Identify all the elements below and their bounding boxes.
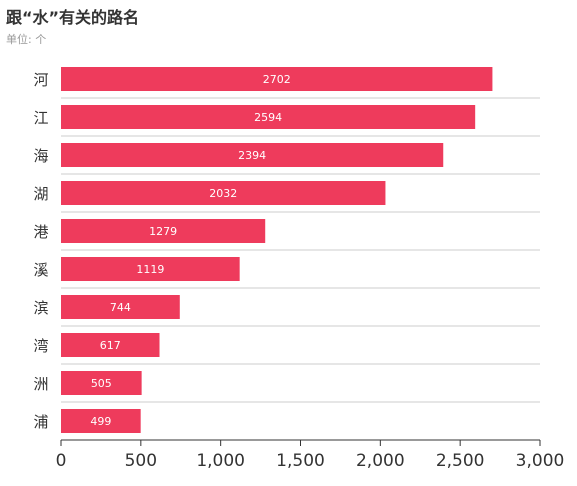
category-label: 湾 — [33, 337, 48, 355]
bar-value-label: 1119 — [136, 263, 164, 276]
bar-value-label: 1279 — [149, 225, 177, 238]
bar-value-label: 2594 — [254, 111, 282, 124]
bar — [61, 181, 386, 205]
bar — [61, 143, 444, 167]
chart-subtitle: 单位: 个 — [6, 33, 47, 46]
category-label: 浦 — [33, 413, 48, 431]
bar-value-label: 499 — [90, 415, 111, 428]
category-label: 滨 — [33, 299, 48, 317]
x-tick-label: 2,500 — [436, 451, 485, 471]
bar — [61, 105, 476, 129]
bar — [61, 219, 266, 243]
x-axis: 0 500 1,000 1,500 2,000 2,500 3,000 — [56, 439, 565, 471]
category-label: 河 — [33, 71, 48, 89]
x-tick-label: 1,500 — [276, 451, 325, 471]
bar — [61, 371, 142, 395]
category-label: 湖 — [33, 185, 48, 203]
x-tick-label: 0 — [56, 451, 67, 471]
category-label: 港 — [33, 223, 48, 241]
bar — [61, 67, 493, 91]
x-tick-label: 2,000 — [356, 451, 405, 471]
category-label: 江 — [33, 109, 48, 127]
grid-lines — [61, 97, 540, 403]
category-label: 溪 — [33, 261, 48, 279]
bar-value-label: 744 — [110, 301, 131, 314]
chart-title: 跟“水”有关的路名 — [6, 8, 140, 27]
category-label: 洲 — [33, 375, 48, 393]
x-tick-label: 1,000 — [196, 451, 245, 471]
bar — [61, 409, 141, 433]
x-tick-label: 3,000 — [516, 451, 565, 471]
bar-value-label: 505 — [91, 377, 112, 390]
bar — [61, 333, 160, 357]
bar-value-label: 2032 — [209, 187, 237, 200]
x-tick-label: 500 — [125, 451, 157, 471]
bar — [61, 295, 180, 319]
bar — [61, 257, 240, 281]
bar-value-label: 2702 — [263, 73, 291, 86]
bar-value-label: 2394 — [238, 149, 266, 162]
bars: 2702 2594 2394 2032 1279 1119 744 617 505 499 — [61, 67, 493, 433]
bar-value-label: 617 — [100, 339, 121, 352]
category-label: 海 — [33, 147, 48, 165]
